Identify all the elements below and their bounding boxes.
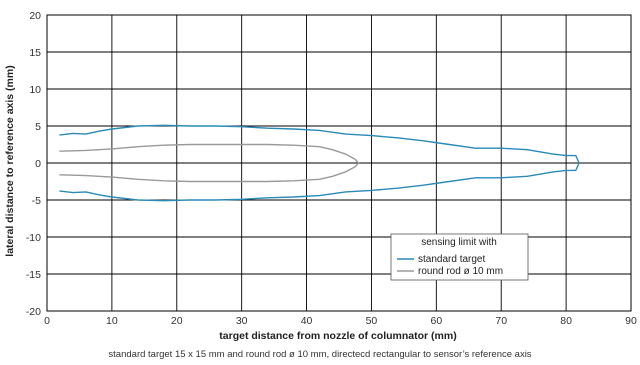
x-tick-labels: 0 10 20 30 40 50 60 70 80 90 <box>44 315 637 327</box>
x-tick-label: 70 <box>495 315 507 327</box>
y-axis-label: lateral distance to reference axis (mm) <box>4 65 16 256</box>
x-tick-label: 60 <box>430 315 442 327</box>
y-tick-label: 5 <box>35 121 41 133</box>
y-tick-label: -15 <box>26 269 41 281</box>
series-standard-target-line <box>59 124 580 202</box>
y-tick-label: 20 <box>29 10 41 22</box>
x-axis-label: target distance from nozzle of columnato… <box>219 330 456 342</box>
legend-title: sensing limit with <box>421 237 497 248</box>
x-tick-label: 10 <box>106 315 118 327</box>
x-tick-label: 0 <box>44 315 50 327</box>
y-tick-label: -5 <box>32 195 41 207</box>
x-tick-label: 20 <box>171 315 183 327</box>
chart-caption: standard target 15 x 15 mm and round rod… <box>108 349 532 360</box>
x-tick-label: 30 <box>236 315 248 327</box>
chart: 0 10 20 30 40 50 60 70 80 90 20151050-5-10-15-20 … <box>4 10 637 342</box>
series-layer <box>59 124 580 202</box>
x-tick-label: 50 <box>366 315 378 327</box>
y-tick-label: 10 <box>29 84 41 96</box>
y-tick-label: -20 <box>26 306 41 318</box>
y-tick-label: -10 <box>26 232 41 244</box>
x-tick-label: 40 <box>301 315 313 327</box>
x-tick-label: 80 <box>560 315 572 327</box>
y-tick-label: 15 <box>29 47 41 59</box>
legend-label-round-rod: round rod ø 10 mm <box>418 266 503 277</box>
legend: sensing limit with standard target round… <box>390 233 529 281</box>
legend-label-standard-target: standard target <box>418 254 485 265</box>
x-tick-label: 90 <box>625 315 637 327</box>
legend-box <box>390 233 529 281</box>
y-tick-labels: 20 15 10 5 0 -5 -10 -15 -20 <box>26 10 41 318</box>
chart-grid <box>46 14 632 312</box>
y-tick-label: 0 <box>35 158 41 170</box>
plot-frame <box>46 14 632 312</box>
series-round-rod-line <box>59 143 360 183</box>
